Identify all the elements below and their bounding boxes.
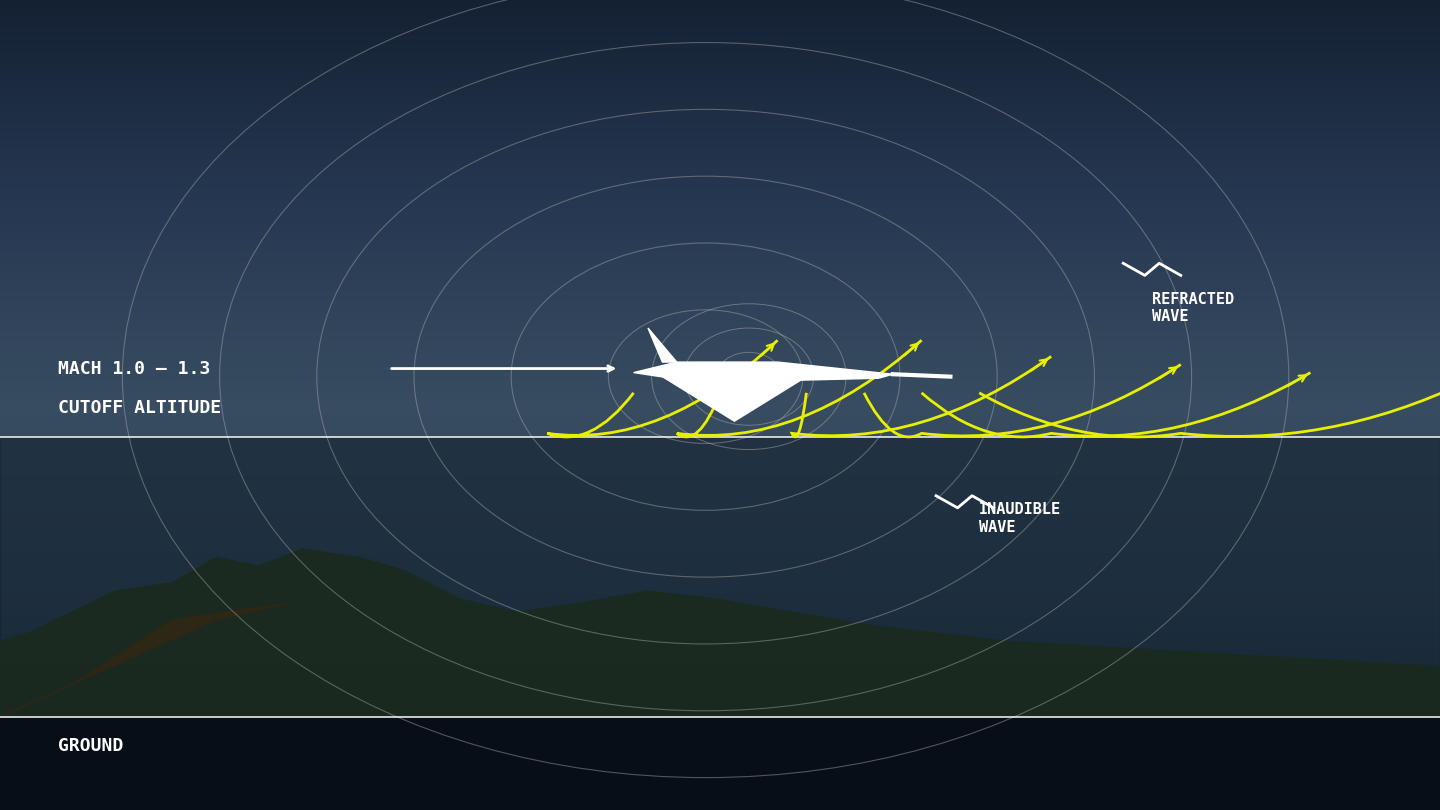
Text: INAUDIBLE
WAVE: INAUDIBLE WAVE [979,502,1061,535]
Polygon shape [634,362,893,381]
Text: CUTOFF ALTITUDE: CUTOFF ALTITUDE [58,399,220,417]
Bar [0,717,1440,810]
Polygon shape [0,603,288,717]
Polygon shape [0,549,1440,717]
Text: GROUND: GROUND [58,737,122,755]
Text: MACH 1.0 – 1.3: MACH 1.0 – 1.3 [58,360,210,377]
Bar [0,437,1440,717]
Polygon shape [648,328,677,362]
Text: REFRACTED
WAVE: REFRACTED WAVE [1152,292,1234,324]
Polygon shape [662,377,806,421]
